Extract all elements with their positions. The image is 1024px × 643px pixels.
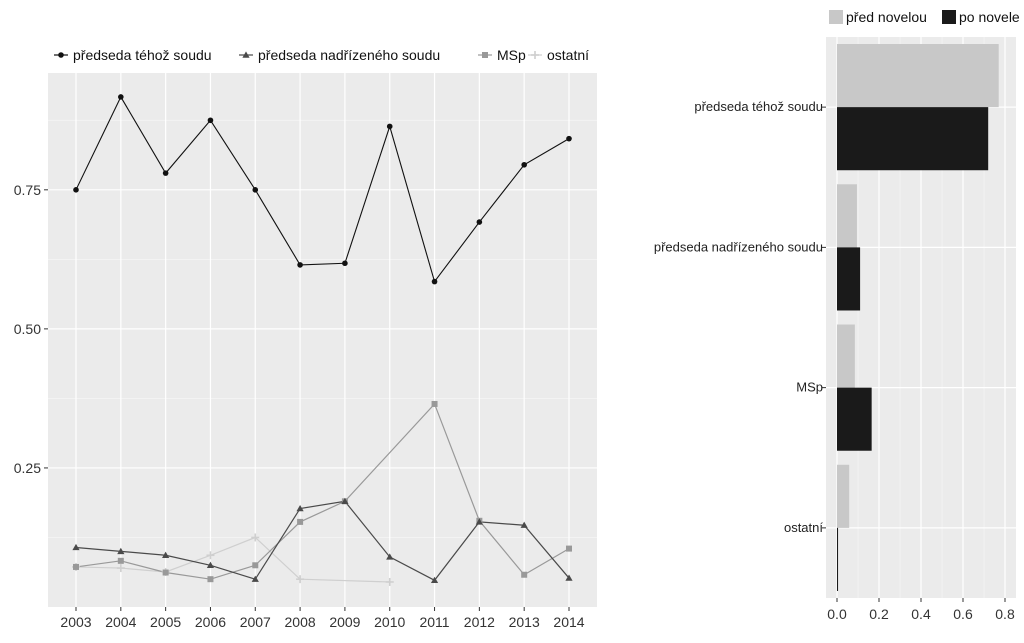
x-tick-label: 2014 xyxy=(553,614,584,630)
x-tick-label: 2009 xyxy=(329,614,360,630)
x-tick-label: 2008 xyxy=(285,614,316,630)
x-tick-label: 0.6 xyxy=(953,606,973,622)
series-0-point xyxy=(162,170,169,176)
series-1-point xyxy=(251,575,259,582)
bar-legend-item-1: po novele xyxy=(942,9,1020,25)
bar-0-1 xyxy=(837,184,857,248)
series-1-point xyxy=(296,504,304,512)
x-tick-label: 2007 xyxy=(240,614,271,630)
series-3-point xyxy=(251,533,260,542)
legend-item-1: předseda nadřízeného soudu xyxy=(239,47,440,63)
bar-1-0 xyxy=(837,107,989,171)
y-tick-label: 0.50 xyxy=(14,321,41,337)
x-tick-label: 0.2 xyxy=(869,606,889,622)
series-line-0 xyxy=(75,95,570,283)
x-tick-label: 2006 xyxy=(195,614,226,630)
x-tick-label: 2012 xyxy=(464,614,495,630)
series-1-point xyxy=(162,551,170,558)
series-2-point xyxy=(566,545,572,552)
series-1-point xyxy=(565,574,573,581)
series-0-point xyxy=(431,278,438,285)
series-1-point xyxy=(475,518,483,525)
x-tick-label: 2010 xyxy=(374,614,405,630)
line-plot-background xyxy=(48,73,597,607)
category-label: předseda nadřízeného soudu xyxy=(654,239,823,254)
legend-key-marker xyxy=(242,51,250,58)
bar-0-3 xyxy=(837,464,850,528)
bar-1-1 xyxy=(837,247,861,311)
x-tick-label: 0.4 xyxy=(911,606,931,622)
series-1-point xyxy=(386,553,394,560)
series-0-point xyxy=(252,187,259,193)
legend-label: před novelou xyxy=(846,9,927,25)
series-0-point xyxy=(566,135,572,142)
bar-1-3 xyxy=(837,527,839,591)
bar-legend-item-0: před novelou xyxy=(829,9,927,25)
series-2-point xyxy=(252,562,259,569)
series-1-point xyxy=(72,543,80,551)
legend-key-swatch xyxy=(829,10,843,24)
legend-label: ostatní xyxy=(547,47,589,63)
series-3-point xyxy=(296,575,305,584)
series-0-point xyxy=(73,187,79,193)
series-1-point xyxy=(206,561,215,568)
x-tick-label: 2013 xyxy=(509,614,540,630)
series-0-point xyxy=(521,161,527,168)
series-3-point xyxy=(116,564,125,573)
bar-0-0 xyxy=(837,44,999,108)
series-2-point xyxy=(117,557,124,564)
series-1-point xyxy=(117,547,125,555)
x-tick-label: 0.0 xyxy=(827,606,847,622)
y-tick-label: 0.75 xyxy=(14,182,41,198)
bar-1-2 xyxy=(837,387,872,451)
series-0-point xyxy=(297,262,303,268)
category-label: ostatní xyxy=(784,520,823,535)
category-label: předseda téhož soudu xyxy=(694,99,823,114)
x-tick-label: 0.8 xyxy=(995,606,1015,622)
x-tick-label: 2005 xyxy=(150,614,181,630)
series-0-point xyxy=(118,94,124,100)
series-0-point xyxy=(386,123,393,130)
legend-label: po novele xyxy=(959,9,1020,25)
series-2-point xyxy=(162,569,169,576)
bar-chart-legend: před novelou po novele xyxy=(829,9,1020,25)
series-2-point xyxy=(73,563,79,570)
legend-key-marker xyxy=(531,51,539,59)
line-chart-legend: předseda téhož soudu předseda nadřízeného… xyxy=(54,47,589,63)
series-3-point xyxy=(385,577,394,586)
legend-label: předseda téhož soudu xyxy=(73,47,212,63)
series-line-1 xyxy=(75,500,570,582)
legend-key-marker xyxy=(58,52,64,58)
legend-label: předseda nadřízeného soudu xyxy=(258,47,440,63)
series-2-point xyxy=(431,400,438,407)
series-0-point xyxy=(207,117,214,124)
x-tick-label: 2003 xyxy=(60,614,91,630)
y-tick-label: 0.25 xyxy=(14,460,41,476)
series-1-point xyxy=(430,576,439,583)
legend-item-2: MSp xyxy=(478,47,526,63)
x-tick-label: 2004 xyxy=(105,614,136,630)
category-label: MSp xyxy=(796,380,823,395)
series-3-point xyxy=(206,551,215,560)
legend-label: MSp xyxy=(497,47,526,63)
legend-key-swatch xyxy=(942,10,956,24)
bar-chart: předseda téhož soudu předseda nadřízeného… xyxy=(654,37,1016,622)
line-chart: 0.25 0.50 0.75 2003 2004 2005 2006 2007 2008 2009… xyxy=(14,73,597,630)
series-1-point xyxy=(341,497,349,505)
series-2-point xyxy=(297,518,304,525)
series-0-point xyxy=(342,260,348,267)
series-1-point xyxy=(520,521,528,528)
legend-item-0: předseda téhož soudu xyxy=(54,47,212,63)
series-2-point xyxy=(207,576,214,583)
series-2-point xyxy=(521,571,528,578)
series-0-point xyxy=(476,219,483,225)
x-tick-label: 2011 xyxy=(419,614,449,630)
bar-0-2 xyxy=(837,324,855,388)
legend-item-3: ostatní xyxy=(528,47,589,63)
legend-key-marker xyxy=(482,52,488,58)
